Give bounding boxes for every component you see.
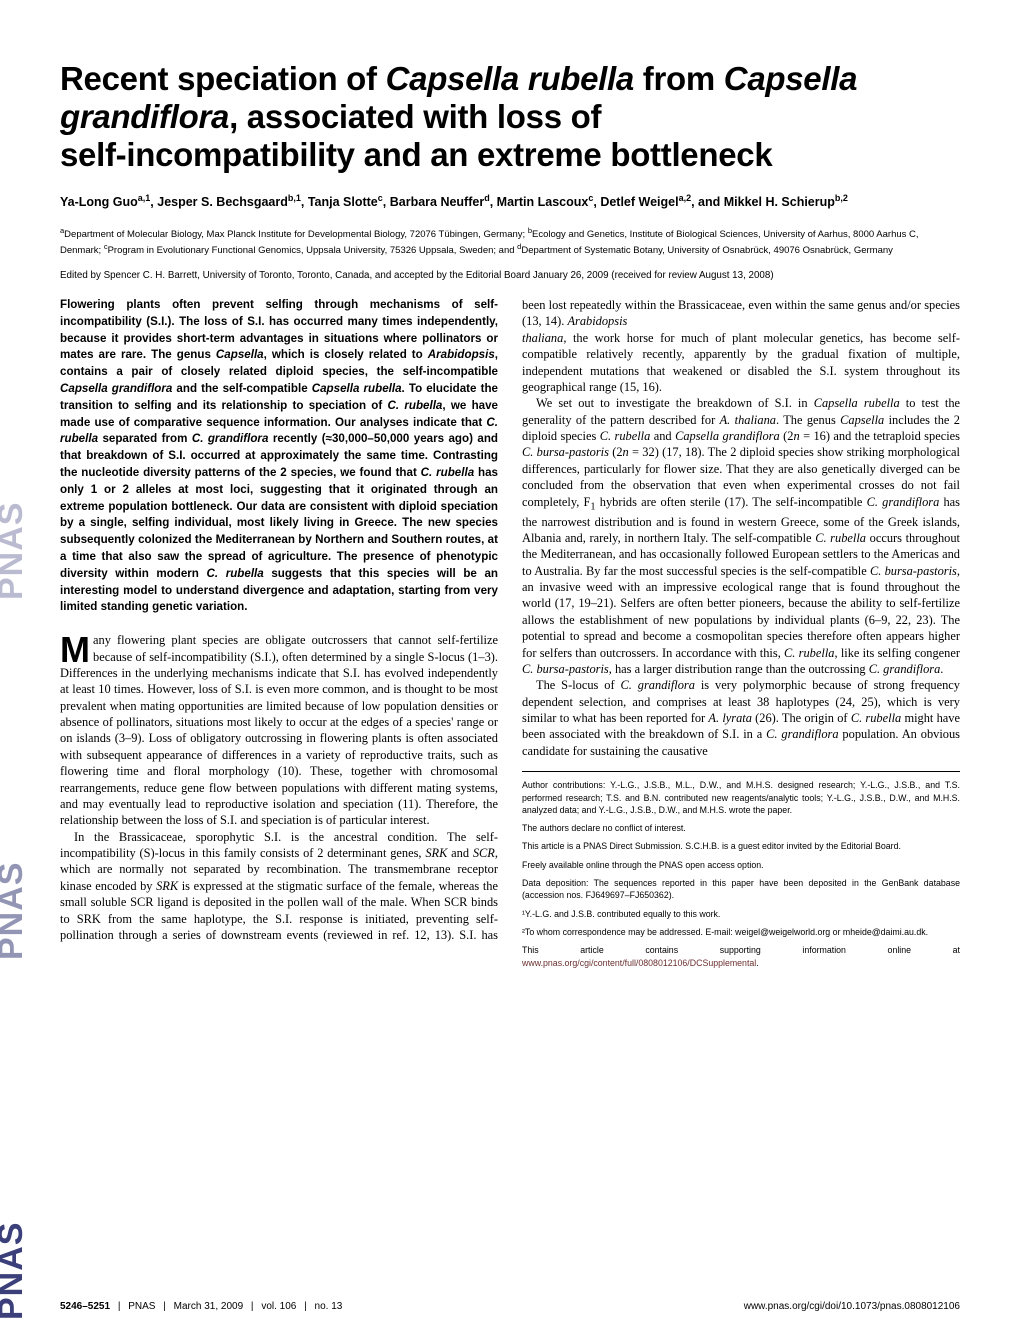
page-footer: 5246–5251 | PNAS | March 31, 2009 | vol.… <box>60 1301 960 1312</box>
footer-date: March 31, 2009 <box>174 1301 244 1312</box>
footer-vol: vol. 106 <box>261 1301 296 1312</box>
note-supplemental: This article contains supporting informa… <box>522 944 960 969</box>
note-correspondence: ²To whom correspondence may be addressed… <box>522 926 960 938</box>
title-seg-3: , associated with loss of <box>229 98 601 135</box>
body-para-1: Many flowering plant species are obligat… <box>60 632 498 829</box>
abstract: Flowering plants often prevent selfing t… <box>60 297 498 616</box>
footer-pages: 5246–5251 <box>60 1301 110 1312</box>
body-para-4: We set out to investigate the breakdown … <box>522 395 960 677</box>
note-data-deposition: Data deposition: The sequences reported … <box>522 877 960 902</box>
note-conflict: The authors declare no conflict of inter… <box>522 822 960 834</box>
title-seg-1: Recent speciation of <box>60 60 386 97</box>
footer-left: 5246–5251 | PNAS | March 31, 2009 | vol.… <box>60 1301 342 1312</box>
note-contributions: Author contributions: Y.-L.G., J.S.B., M… <box>522 779 960 816</box>
title-seg-2: from <box>634 60 724 97</box>
svg-text:PNAS: PNAS <box>0 862 30 960</box>
page-content: Recent speciation of Capsella rubella fr… <box>60 60 960 969</box>
pnas-sidebar: PNAS PNAS PNAS <box>0 0 36 1344</box>
note-equal-contrib: ¹Y.-L.G. and J.S.B. contributed equally … <box>522 908 960 920</box>
note-submission: This article is a PNAS Direct Submission… <box>522 840 960 852</box>
footer-no: no. 13 <box>315 1301 343 1312</box>
body-para-3: thaliana, the work horse for much of pla… <box>522 330 960 396</box>
title-ital-1: Capsella rubella <box>386 60 634 97</box>
affiliations: aDepartment of Molecular Biology, Max Pl… <box>60 226 960 258</box>
article-title: Recent speciation of Capsella rubella fr… <box>60 60 960 174</box>
footer-journal: PNAS <box>128 1301 155 1312</box>
svg-text:PNAS: PNAS <box>0 502 30 600</box>
dropcap: M <box>60 632 93 665</box>
title-line3: self-incompatibility and an extreme bott… <box>60 136 772 173</box>
p1-text: any flowering plant species are obligate… <box>60 633 498 827</box>
supplemental-link[interactable]: www.pnas.org/cgi/content/full/0808012106… <box>522 958 756 968</box>
author-list: Ya-Long Guoa,1, Jesper S. Bechsgaardb,1,… <box>60 192 960 213</box>
author-notes: Author contributions: Y.-L.G., J.S.B., M… <box>522 771 960 969</box>
two-column-body: Flowering plants often prevent selfing t… <box>60 297 960 969</box>
svg-text:PNAS: PNAS <box>0 1222 30 1320</box>
footer-doi: www.pnas.org/cgi/doi/10.1073/pnas.080801… <box>744 1301 960 1312</box>
title-ital-2: Capsella <box>724 60 857 97</box>
title-ital-3: grandiflora <box>60 98 229 135</box>
note-open-access: Freely available online through the PNAS… <box>522 859 960 871</box>
body-para-5: The S-locus of C. grandiflora is very po… <box>522 677 960 759</box>
edited-by: Edited by Spencer C. H. Barrett, Univers… <box>60 270 960 283</box>
